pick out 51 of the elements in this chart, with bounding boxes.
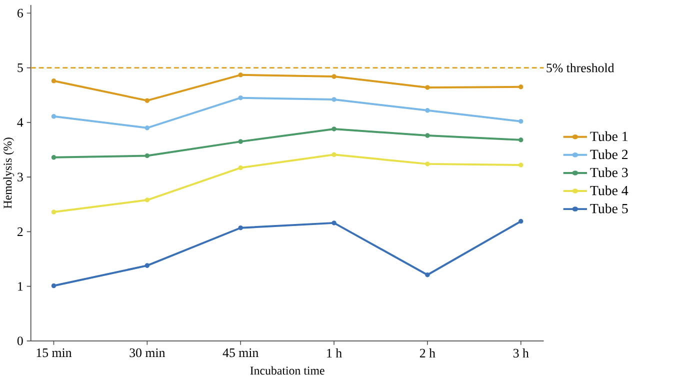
legend-label: Tube 4 (590, 186, 628, 196)
ref-line-label: 5% threshold (546, 63, 614, 73)
point (518, 84, 524, 90)
point (425, 272, 430, 278)
y-tick-label: 0 (17, 336, 23, 346)
point (425, 162, 430, 166)
point (518, 219, 524, 224)
legend-label: Tube 3 (590, 168, 628, 178)
point (238, 226, 243, 230)
x-tick-label: 1 h (327, 348, 342, 358)
point (332, 74, 336, 80)
y-tick-label: 5 (18, 64, 23, 72)
y-tick-label: 6 (17, 8, 23, 18)
point (518, 119, 524, 124)
point (144, 98, 150, 104)
y-tick-label: 2 (17, 228, 23, 236)
point (332, 152, 336, 158)
legend-label: Tube 5 (590, 204, 628, 214)
point (51, 78, 56, 84)
point (51, 284, 56, 288)
point (144, 198, 150, 203)
legend-label: Tube 2 (590, 150, 628, 160)
point (238, 139, 243, 144)
point (518, 162, 524, 168)
point (425, 133, 430, 138)
point (238, 96, 243, 100)
y-tick-label: 3 (18, 172, 23, 182)
y-tick-label: 4 (17, 118, 24, 127)
x-axis-title: Incubation time (250, 366, 324, 375)
point (332, 220, 336, 226)
point (238, 166, 243, 170)
x-tick-label: 30 min (130, 348, 166, 358)
point (332, 126, 336, 132)
point (144, 126, 150, 130)
x-tick-label: 15 min (36, 348, 72, 358)
point (144, 263, 150, 268)
y-axis-title: Hemolysis (%) (3, 138, 14, 209)
point (238, 72, 243, 78)
point (51, 155, 56, 160)
point (144, 154, 150, 158)
point (518, 138, 524, 142)
legend-label: Tube 1 (590, 131, 628, 142)
x-tick-label: 2 h (420, 348, 436, 358)
point (425, 108, 430, 113)
x-tick-label: 45 min (222, 348, 258, 358)
point (51, 210, 56, 215)
y-tick-label: 1 (18, 282, 23, 291)
point (425, 85, 430, 90)
x-tick-label: 3 h (513, 348, 529, 358)
point (332, 97, 336, 102)
point (51, 114, 56, 119)
